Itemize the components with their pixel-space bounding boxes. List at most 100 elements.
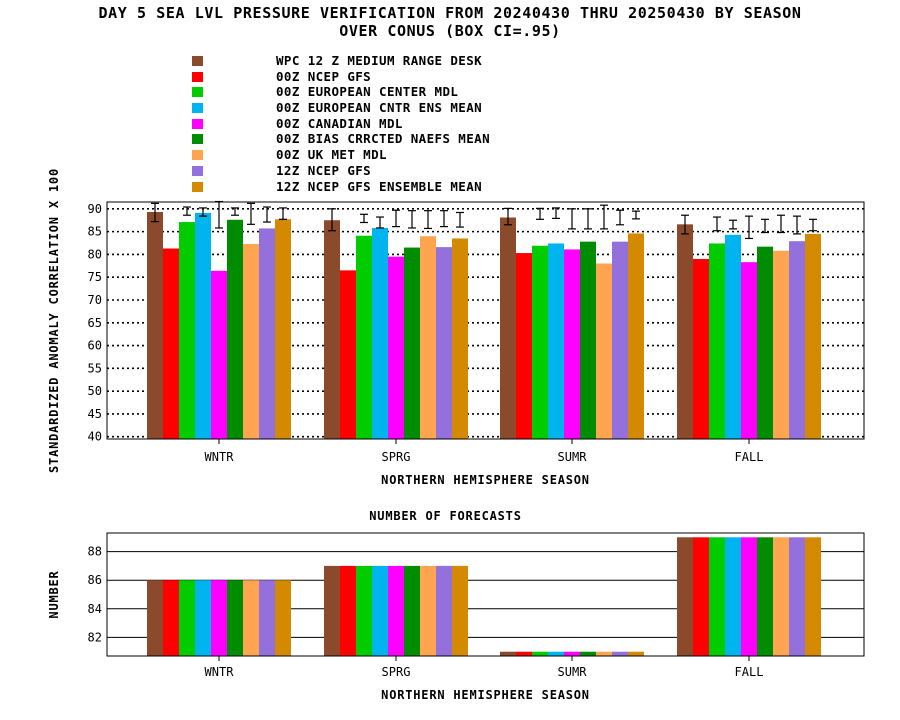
bar [163, 580, 179, 656]
bar [725, 234, 741, 439]
y-tick-label: 80 [88, 247, 102, 261]
bar [179, 222, 195, 439]
legend-label: 00Z EUROPEAN CENTER MDL [276, 84, 459, 100]
bar [195, 580, 211, 656]
bar [709, 243, 725, 439]
bar [404, 247, 420, 439]
y-tick-label: 70 [88, 293, 102, 307]
bar [789, 537, 805, 656]
bar [564, 651, 580, 656]
bar [628, 233, 644, 439]
bar [259, 228, 275, 439]
bar [211, 580, 227, 656]
bar [163, 248, 179, 439]
x-tick-label: FALL [735, 450, 764, 464]
bar [757, 246, 773, 439]
bar [324, 565, 340, 656]
y-tick-label: 75 [88, 270, 102, 284]
x-tick-label: SPRG [382, 665, 411, 679]
legend-label: 00Z BIAS CRRCTED NAEFS MEAN [276, 131, 490, 147]
legend-label: 00Z NCEP GFS [276, 68, 372, 84]
y-tick-label: 84 [88, 602, 102, 616]
bar [500, 651, 516, 656]
bar [211, 270, 227, 439]
bar [372, 227, 388, 439]
bar [516, 651, 532, 656]
bar [773, 537, 789, 656]
bar [147, 212, 163, 439]
plot-frame [106, 532, 865, 657]
bar [532, 651, 548, 656]
plot-frame [106, 201, 865, 440]
y-tick-label: 85 [88, 225, 102, 239]
bar [452, 238, 468, 439]
bar [388, 565, 404, 656]
legend-swatch [192, 118, 203, 129]
x-tick-label: SUMR [558, 450, 588, 464]
bar [340, 270, 356, 439]
y-tick-label: 90 [88, 202, 102, 216]
bar [500, 217, 516, 439]
bar [677, 537, 693, 656]
bar [693, 537, 709, 656]
y-tick-label: 60 [88, 339, 102, 353]
bar [436, 565, 452, 656]
bar [612, 241, 628, 439]
bar [420, 236, 436, 439]
bar [243, 580, 259, 656]
bar [693, 258, 709, 439]
y-tick-label: 65 [88, 316, 102, 330]
x-tick-label: SUMR [558, 665, 588, 679]
bar [147, 580, 163, 656]
y-tick-label: 82 [88, 630, 102, 644]
legend-swatch [192, 181, 203, 192]
legend-swatch [192, 71, 203, 82]
bar [596, 263, 612, 439]
bar [548, 651, 564, 656]
bar [420, 565, 436, 656]
x-tick-label: WNTR [205, 450, 235, 464]
bar [548, 243, 564, 439]
y-tick-label: 86 [88, 573, 102, 587]
bar [227, 219, 243, 439]
bar [677, 224, 693, 439]
bar [356, 565, 372, 656]
bar [757, 537, 773, 656]
bar [741, 537, 757, 656]
bar [516, 253, 532, 439]
bar [259, 580, 275, 656]
bar [773, 250, 789, 439]
legend-swatch [192, 134, 203, 145]
bar [275, 580, 291, 656]
legend-label: 12Z NCEP GFS [276, 162, 372, 178]
y-axis-label: STANDARDIZED ANOMALY CORRELATION X 100 [47, 168, 61, 473]
y-tick-label: 45 [88, 407, 102, 421]
bar [195, 212, 211, 439]
legend-swatch [192, 165, 203, 176]
x-tick-label: FALL [735, 665, 764, 679]
legend-label: 12Z NCEP GFS ENSEMBLE MEAN [276, 178, 483, 194]
bar [452, 565, 468, 656]
x-tick-label: SPRG [382, 450, 411, 464]
bar [388, 256, 404, 439]
legend-swatch [192, 150, 203, 161]
bar [436, 247, 452, 439]
bar [340, 565, 356, 656]
bar [227, 580, 243, 656]
bar [564, 249, 580, 439]
bar [805, 233, 821, 439]
y-axis-label: NUMBER [47, 570, 61, 618]
bar [709, 537, 725, 656]
bar [596, 651, 612, 656]
bar [532, 245, 548, 439]
legend-label: WPC 12 Z MEDIUM RANGE DESK [276, 53, 483, 68]
y-tick-label: 55 [88, 361, 102, 375]
bar [404, 565, 420, 656]
x-axis-label: NORTHERN HEMISPHERE SEASON [381, 473, 590, 487]
bar [628, 651, 644, 656]
bar [580, 241, 596, 439]
x-tick-label: WNTR [205, 665, 235, 679]
legend-label: 00Z CANADIAN MDL [276, 115, 403, 131]
x-axis-label: NORTHERN HEMISPHERE SEASON [381, 688, 590, 702]
